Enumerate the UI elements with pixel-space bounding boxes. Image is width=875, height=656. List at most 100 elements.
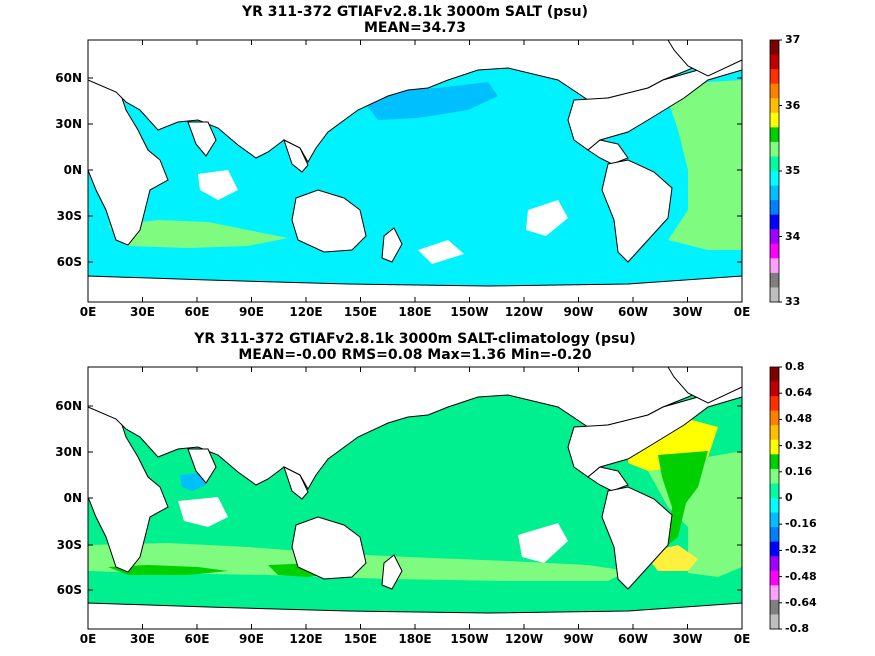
land-india bbox=[187, 448, 217, 484]
lon-tick-label: 180E bbox=[398, 632, 432, 646]
colorbar-segment bbox=[770, 141, 779, 157]
lon-tick-label: 0E bbox=[79, 632, 97, 646]
colorbar-segment bbox=[770, 527, 779, 543]
map-panel-1 bbox=[87, 39, 743, 303]
lon-tick-label: 30E bbox=[130, 305, 155, 319]
land-nz bbox=[381, 554, 403, 590]
lon-tick-label: 150E bbox=[343, 632, 378, 646]
lon-tick-label: 180E bbox=[398, 305, 432, 319]
land-samerica bbox=[601, 159, 673, 263]
colorbar-segment bbox=[770, 98, 779, 114]
lon-tick-label: 120W bbox=[504, 632, 544, 646]
colorbar-segment bbox=[770, 498, 779, 514]
lon-tick-label: 120W bbox=[504, 305, 544, 319]
lon-tick-label: 150W bbox=[450, 305, 489, 319]
lon-tick-label: 120E bbox=[289, 632, 323, 646]
land-australia bbox=[291, 516, 367, 580]
colorbar-segment bbox=[770, 396, 779, 412]
lat-tick-label: 60S bbox=[56, 583, 82, 597]
colorbar-segment bbox=[770, 599, 779, 615]
lon-tick-label: 90E bbox=[239, 305, 264, 319]
lon-tick-label: 30W bbox=[672, 632, 703, 646]
lon-tick-label: 120E bbox=[289, 305, 323, 319]
colorbar-label: 35 bbox=[785, 164, 801, 177]
land-seasia bbox=[283, 466, 309, 500]
lon-tick-label: 150W bbox=[450, 632, 489, 646]
lat-tick-label: 30N bbox=[55, 445, 82, 459]
colorbar-segment bbox=[770, 585, 779, 601]
colorbar-segment bbox=[770, 556, 779, 572]
colorbar-segment bbox=[770, 40, 779, 56]
colorbar-segment bbox=[770, 229, 779, 245]
colorbar-segment bbox=[770, 171, 779, 187]
colorbar-label: -0.64 bbox=[785, 595, 817, 609]
colorbar-segment bbox=[770, 541, 779, 557]
colorbar-label: 0.48 bbox=[785, 412, 813, 426]
lon-tick-label: 60E bbox=[184, 632, 210, 646]
colorbar-segment bbox=[770, 468, 779, 484]
lat-tick-label: 30S bbox=[56, 209, 82, 223]
land-samerica bbox=[601, 486, 673, 590]
colorbar-segment bbox=[770, 454, 779, 470]
land-australia bbox=[291, 189, 367, 253]
colorbar-segment bbox=[770, 83, 779, 99]
colorbar-segment bbox=[770, 200, 779, 216]
colorbar-label: -0.48 bbox=[785, 569, 817, 583]
colorbar-label: 0.64 bbox=[785, 386, 813, 400]
lon-tick-label: 0E bbox=[733, 632, 751, 646]
panel2-subtitle: MEAN=-0.00 RMS=0.08 Max=1.36 Min=-0.20 bbox=[238, 347, 592, 363]
lon-tick-label: 90E bbox=[239, 632, 264, 646]
colorbar-label: 33 bbox=[785, 295, 801, 308]
lat-tick-label: 0N bbox=[63, 163, 82, 177]
lon-tick-label: 0E bbox=[733, 305, 751, 319]
salinity-patch bbox=[526, 200, 568, 236]
lon-tick-label: 60W bbox=[618, 632, 648, 646]
lon-tick-label: 150E bbox=[343, 305, 378, 319]
colorbar-label: -0.32 bbox=[785, 543, 817, 557]
colorbar-label: 0 bbox=[785, 491, 793, 504]
land-centam bbox=[587, 466, 629, 492]
salinity-patch bbox=[178, 497, 228, 527]
colorbar-label: 36 bbox=[785, 98, 801, 112]
colorbar-segment bbox=[770, 185, 779, 201]
colorbar-segment bbox=[770, 287, 779, 303]
lon-tick-label: 0E bbox=[79, 305, 97, 319]
colorbar-segment bbox=[770, 243, 779, 259]
salinity-patch bbox=[180, 473, 206, 491]
salinity-patch bbox=[518, 523, 568, 563]
lat-tick-label: 60N bbox=[55, 71, 82, 85]
colorbar-segment bbox=[770, 127, 779, 143]
colorbar-segment bbox=[770, 54, 779, 70]
colorbar-segment bbox=[770, 425, 779, 441]
colorbar-segment bbox=[770, 69, 779, 85]
panel1-subtitle: MEAN=34.73 bbox=[363, 20, 467, 36]
lon-tick-label: 90W bbox=[563, 632, 594, 646]
lon-tick-label: 90W bbox=[563, 305, 594, 319]
colorbar-segment bbox=[770, 381, 779, 397]
land-namerica bbox=[567, 372, 743, 478]
land-nz bbox=[381, 227, 403, 263]
colorbar-segment bbox=[770, 512, 779, 528]
colorbar-segment bbox=[770, 439, 779, 455]
colorbar-1 bbox=[769, 39, 782, 303]
salinity-patch bbox=[198, 170, 238, 200]
lat-tick-label: 0N bbox=[63, 491, 82, 505]
land-seasia bbox=[283, 139, 309, 173]
salinity-patch bbox=[108, 565, 228, 575]
colorbar-segment bbox=[770, 614, 779, 630]
colorbar-segment bbox=[770, 258, 779, 274]
salinity-patch bbox=[418, 240, 464, 264]
lat-tick-label: 30N bbox=[55, 117, 82, 131]
lat-tick-label: 60S bbox=[56, 255, 82, 269]
colorbar-segment bbox=[770, 570, 779, 586]
colorbar-label: 37 bbox=[785, 33, 801, 46]
colorbar-label: 0.32 bbox=[785, 438, 813, 452]
colorbar-segment bbox=[770, 367, 779, 383]
colorbar-2 bbox=[769, 366, 782, 630]
colorbar-segment bbox=[770, 410, 779, 426]
colorbar-label: 0.8 bbox=[785, 360, 805, 373]
land-namerica bbox=[567, 45, 743, 151]
colorbar-label: -0.16 bbox=[785, 517, 817, 531]
lon-tick-label: 30E bbox=[130, 632, 155, 646]
